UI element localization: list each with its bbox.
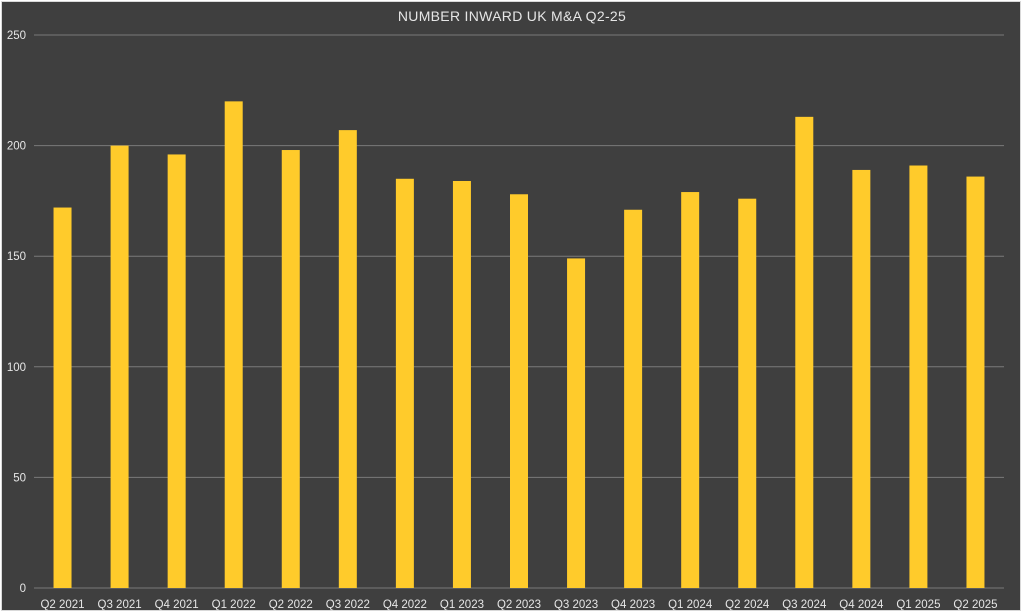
bar (452, 180, 471, 588)
y-tick-label: 200 (7, 141, 26, 153)
x-tick-label: Q2 2024 (725, 599, 770, 611)
x-tick-label: Q3 2023 (554, 599, 598, 611)
x-tick-label: Q4 2022 (383, 599, 427, 611)
x-tick-label: Q3 2022 (326, 599, 370, 611)
x-tick-label: Q1 2024 (668, 599, 713, 611)
bar (53, 207, 72, 588)
bar (110, 145, 129, 588)
bar (624, 209, 643, 589)
x-tick-label: Q2 2021 (40, 599, 84, 611)
bar (395, 178, 414, 588)
chart-title: NUMBER INWARD UK M&A Q2-25 (398, 8, 626, 24)
y-tick-label: 250 (7, 30, 26, 42)
y-tick-label: 50 (13, 472, 26, 484)
x-tick-label: Q3 2021 (98, 599, 142, 611)
y-axis-tick-labels: 0 50 100 150 200 250 (7, 30, 26, 595)
x-tick-label: Q2 2022 (269, 599, 313, 611)
y-tick-label: 0 (20, 583, 26, 595)
bars (53, 101, 985, 589)
x-tick-label: Q4 2024 (839, 599, 884, 611)
bar (167, 154, 186, 588)
bar (966, 176, 985, 588)
bar (795, 116, 814, 589)
bar (909, 165, 928, 588)
bar (338, 130, 357, 588)
bar (681, 192, 700, 588)
bar (852, 169, 871, 588)
x-tick-label: Q3 2024 (782, 599, 827, 611)
bar (224, 101, 243, 589)
x-tick-label: Q2 2023 (497, 599, 541, 611)
bar (567, 258, 586, 588)
y-tick-label: 150 (7, 251, 26, 263)
y-tick-label: 100 (7, 362, 26, 374)
x-tick-label: Q2 2025 (953, 599, 997, 611)
x-tick-label: Q1 2025 (896, 599, 940, 611)
bar (738, 198, 757, 589)
x-tick-label: Q1 2023 (440, 599, 484, 611)
bar (281, 150, 300, 589)
bar (510, 194, 528, 588)
x-tick-label: Q4 2021 (155, 599, 199, 611)
x-tick-label: Q1 2022 (212, 599, 256, 611)
gridlines (34, 34, 1004, 589)
x-tick-label: Q4 2023 (611, 599, 655, 611)
x-axis-tick-labels: Q2 2021 Q3 2021 Q4 2021 Q1 2022 Q2 2022 Q3 20… (40, 599, 997, 611)
